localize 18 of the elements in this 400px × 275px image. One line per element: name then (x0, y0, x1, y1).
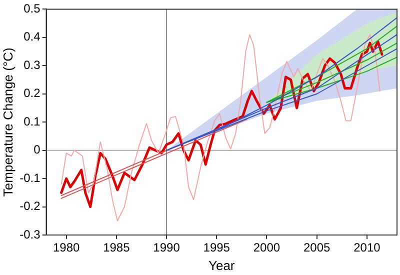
x-axis-title: Year (208, 258, 236, 273)
x-tick-label: 1980 (52, 240, 80, 255)
y-tick-label: 0.2 (24, 86, 41, 100)
y-tick-label: 0 (34, 142, 41, 157)
y-axis-title: Temperature Change (°C) (0, 48, 16, 197)
x-tick-label: 1995 (203, 240, 230, 255)
x-tick-label: 2005 (303, 240, 331, 255)
y-tick-label: -0.3 (20, 227, 41, 242)
y-tick-label: 0.5 (24, 2, 41, 16)
x-tick-label: 1985 (103, 240, 130, 255)
y-tick-label: -0.2 (20, 199, 41, 214)
x-tick-label: 1990 (153, 240, 180, 255)
y-tick-label: 0.3 (24, 58, 41, 72)
x-tick-label: 2000 (253, 240, 280, 255)
y-tick-label: -0.1 (20, 170, 41, 185)
y-tick-label: 0.4 (24, 30, 41, 44)
y-tick-label: 0.1 (24, 114, 41, 128)
x-tick-label: 2010 (354, 240, 381, 255)
